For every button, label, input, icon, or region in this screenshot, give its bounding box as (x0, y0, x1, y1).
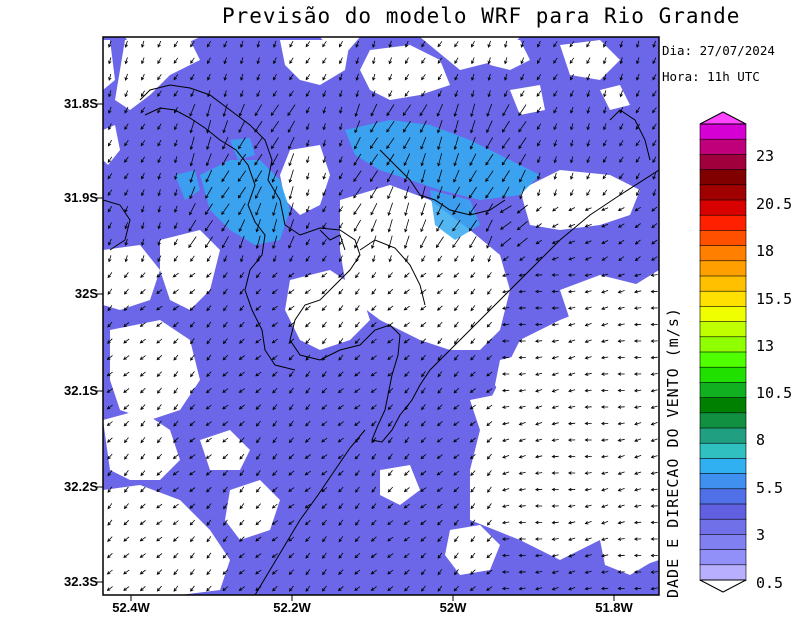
colorbar-swatch (699, 306, 747, 323)
colorbar-swatch (699, 245, 747, 262)
colorbar-swatch (699, 138, 747, 156)
colorbar-swatch (699, 397, 747, 414)
map-frame (102, 36, 660, 596)
colorbar-swatch (699, 154, 747, 171)
colorbar-swatch (699, 442, 747, 460)
colorbar-label-5-5: 5.5 (756, 479, 784, 497)
colorbar-swatch (699, 290, 747, 308)
colorbar-swatch (699, 503, 747, 520)
lat-label-32-1: 32.1S (64, 383, 98, 398)
colorbar-swatch (699, 199, 747, 216)
colorbar-label-10-5: 10.5 (756, 384, 793, 402)
colorbar-title: DADE E DIRECAO DO VENTO (m/s) (664, 307, 682, 598)
colorbar-swatch (699, 336, 747, 353)
colorbar-swatch (699, 412, 747, 429)
colorbar-swatch (699, 169, 747, 186)
colorbar-label-8: 8 (756, 431, 766, 449)
forecast-date: Dia: 27/07/2024 (662, 43, 775, 58)
colorbar-swatch (699, 230, 747, 247)
colorbar-label-3: 3 (756, 526, 766, 544)
axis-ticks (97, 103, 615, 601)
colorbar-swatch (699, 351, 747, 368)
colorbar-swatch (699, 382, 747, 399)
colorbar-swatch (699, 473, 747, 490)
colorbar-label-23: 23 (756, 147, 775, 165)
lat-label-31-8: 31.8S (64, 96, 98, 111)
colorbar-label-15-5: 15.5 (756, 290, 793, 308)
colorbar-swatch (699, 184, 747, 201)
wind-arrows-path (106, 40, 658, 592)
colorbar-swatch (699, 488, 747, 505)
lon-label-52-2: 52.2W (273, 600, 311, 615)
wind-vector-field (106, 40, 658, 592)
map-title: Previsão do modelo WRF para Rio Grande (222, 4, 741, 28)
lat-label-32: 32S (74, 286, 98, 301)
colorbar-label-20-5: 20.5 (756, 195, 793, 213)
colorbar-swatch (699, 564, 747, 581)
lon-label-51-8: 51.8W (595, 600, 633, 615)
colorbar-label-0-5: 0.5 (756, 574, 784, 592)
colorbar-swatch (699, 321, 747, 338)
colorbar-label-13: 13 (756, 337, 775, 355)
coastline (103, 84, 659, 595)
lon-label-52: 52W (439, 600, 467, 615)
colorbar-label-18: 18 (756, 242, 775, 260)
colorbar-swatch (699, 427, 747, 444)
colorbar (699, 111, 747, 593)
colorbar-swatch (699, 123, 747, 140)
lat-label-32-2: 32.2S (64, 479, 98, 494)
colorbar-top-arrow (699, 111, 747, 125)
colorbar-swatch (699, 458, 747, 475)
colorbar-swatch (699, 534, 747, 551)
lat-label-31-9: 31.9S (64, 190, 98, 205)
colorbar-swatch (699, 260, 747, 277)
lon-label-52-4: 52.4W (112, 600, 150, 615)
colorbar-swatch (699, 549, 747, 566)
lat-label-32-3: 32.3S (64, 574, 98, 589)
colorbar-swatch (699, 518, 747, 536)
colorbar-swatch (699, 275, 747, 292)
colorbar-swatch (699, 214, 747, 232)
colorbar-bottom-arrow (699, 579, 747, 593)
colorbar-swatch (699, 366, 747, 384)
forecast-hour: Hora: 11h UTC (662, 69, 760, 84)
